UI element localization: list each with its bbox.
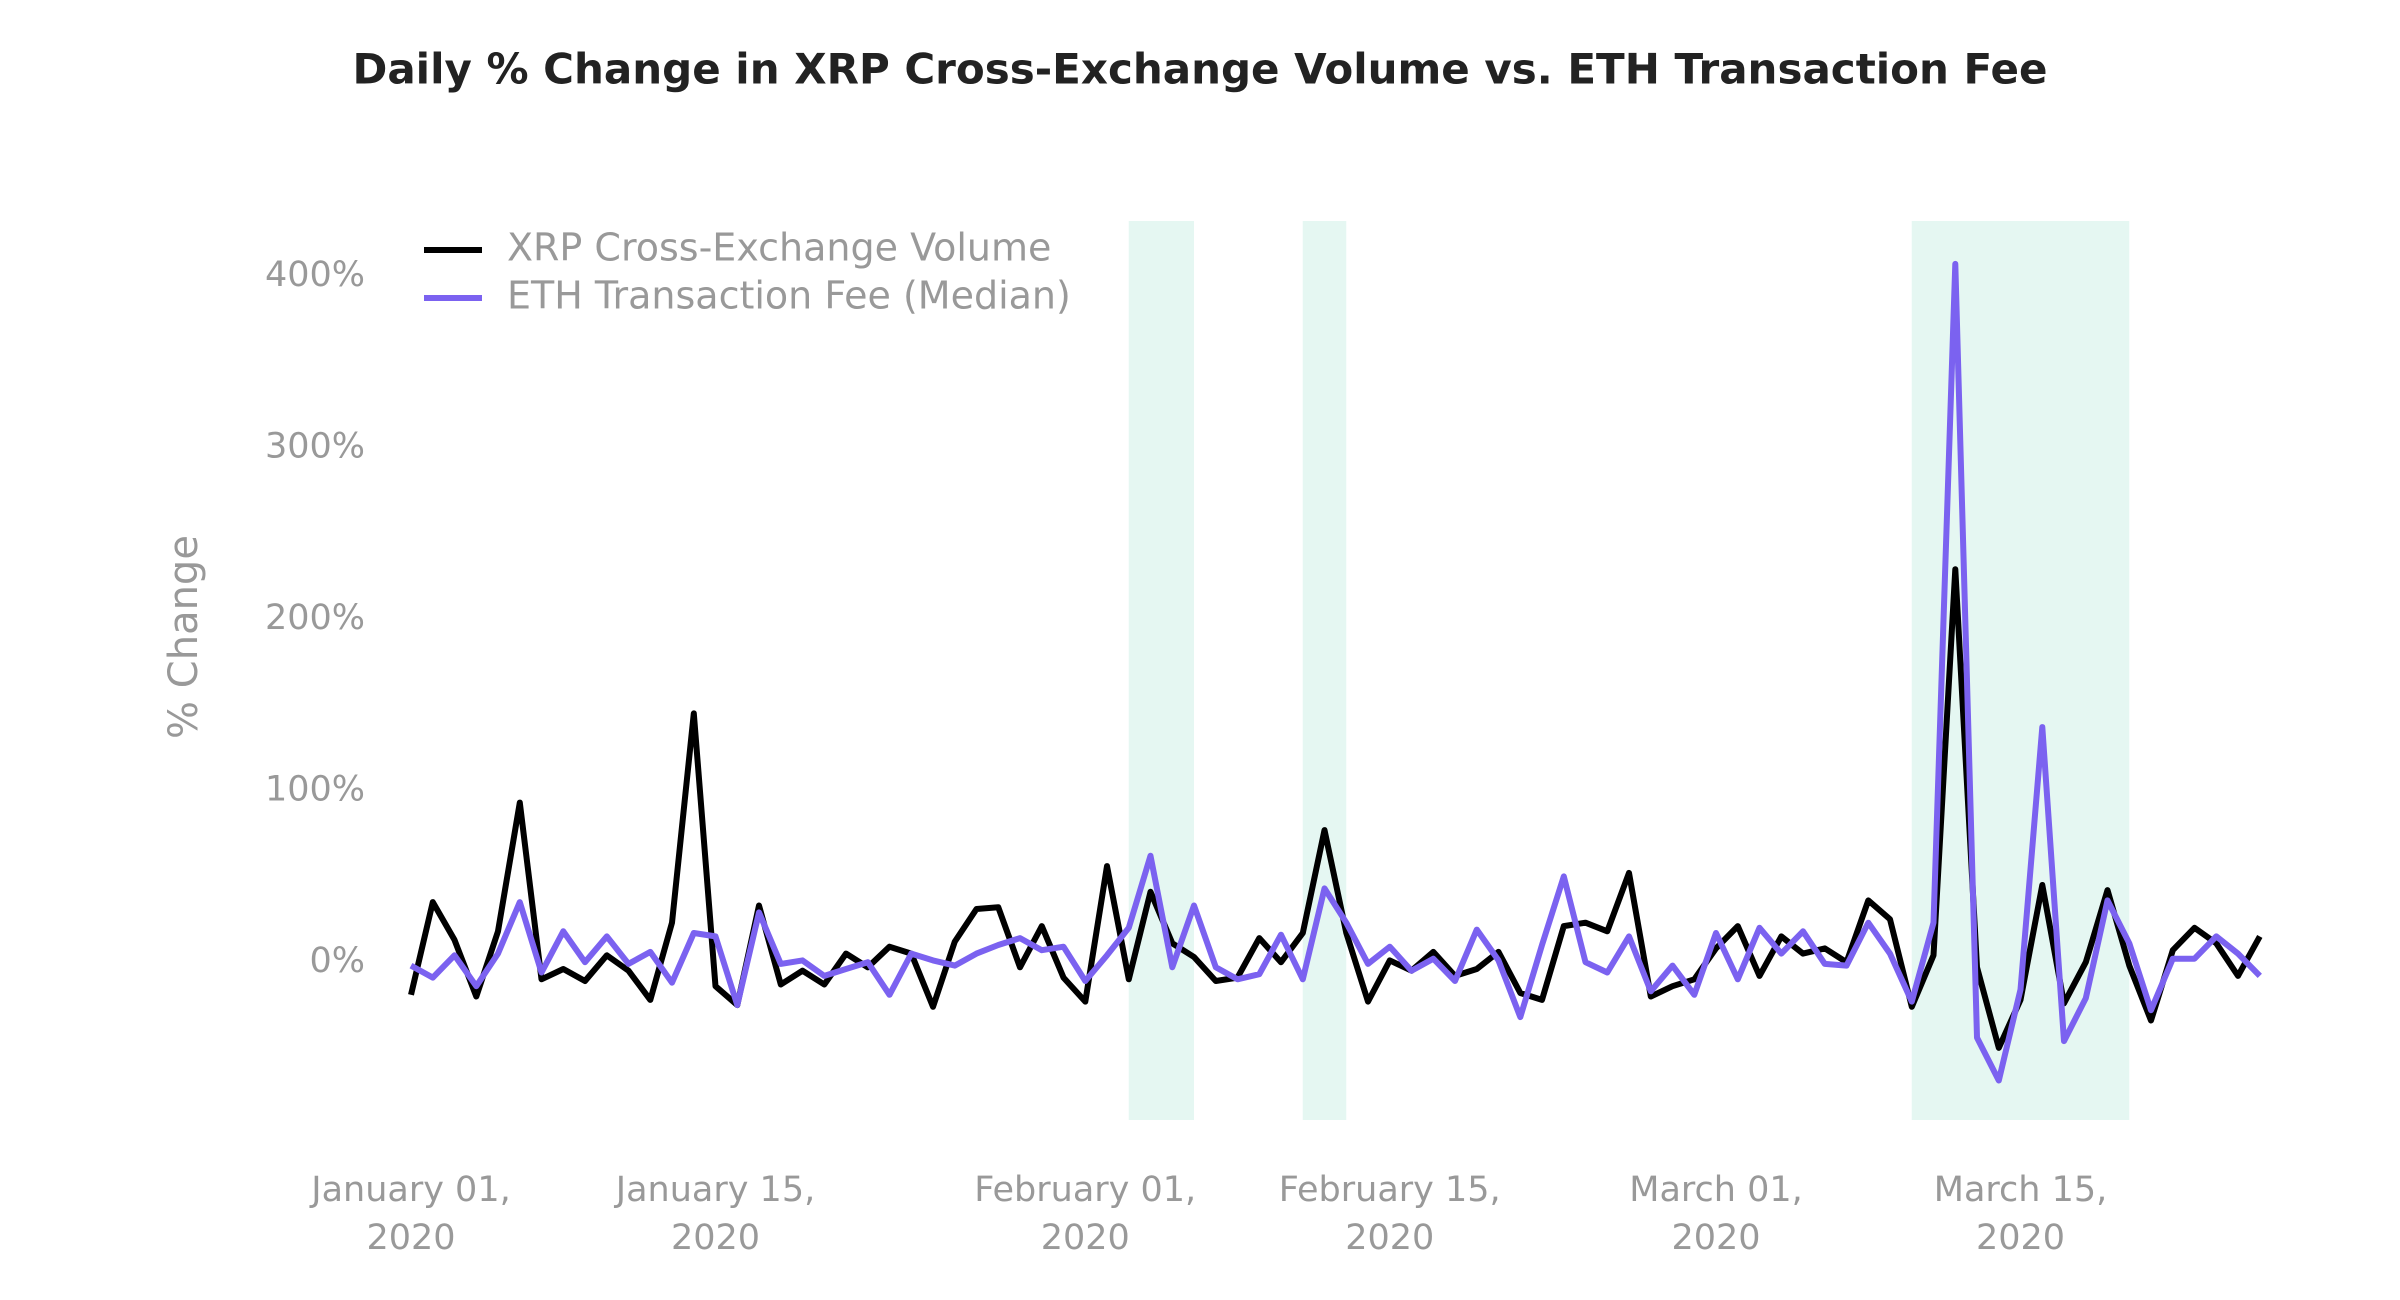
x-tick-label: March 15, 2020 xyxy=(1933,1170,2108,1258)
highlight-band xyxy=(1128,221,1194,1120)
y-tick-label: 300% xyxy=(265,426,365,466)
series-line xyxy=(409,260,2262,1084)
x-tick-label: February 15, 2020 xyxy=(1278,1170,1501,1258)
y-axis-label: % Change xyxy=(161,535,207,739)
x-tick-label: March 01, 2020 xyxy=(1629,1170,1803,1258)
x-tick-label: February 01, 2020 xyxy=(974,1170,1197,1258)
highlight-band xyxy=(1302,221,1347,1120)
y-tick-label: 400% xyxy=(265,255,365,295)
y-tick-label: 0% xyxy=(309,941,365,981)
y-tick-label: 200% xyxy=(265,598,365,638)
x-tick-label: January 01, 2020 xyxy=(311,1170,511,1258)
chart-title: Daily % Change in XRP Cross-Exchange Vol… xyxy=(352,45,2047,94)
series-line xyxy=(408,566,2263,1051)
legend-label: ETH Transaction Fee (Median) xyxy=(507,274,1071,318)
x-tick-label: January 15, 2020 xyxy=(615,1170,816,1258)
y-tick-label: 100% xyxy=(265,770,365,810)
legend-label: XRP Cross-Exchange Volume xyxy=(507,226,1051,270)
